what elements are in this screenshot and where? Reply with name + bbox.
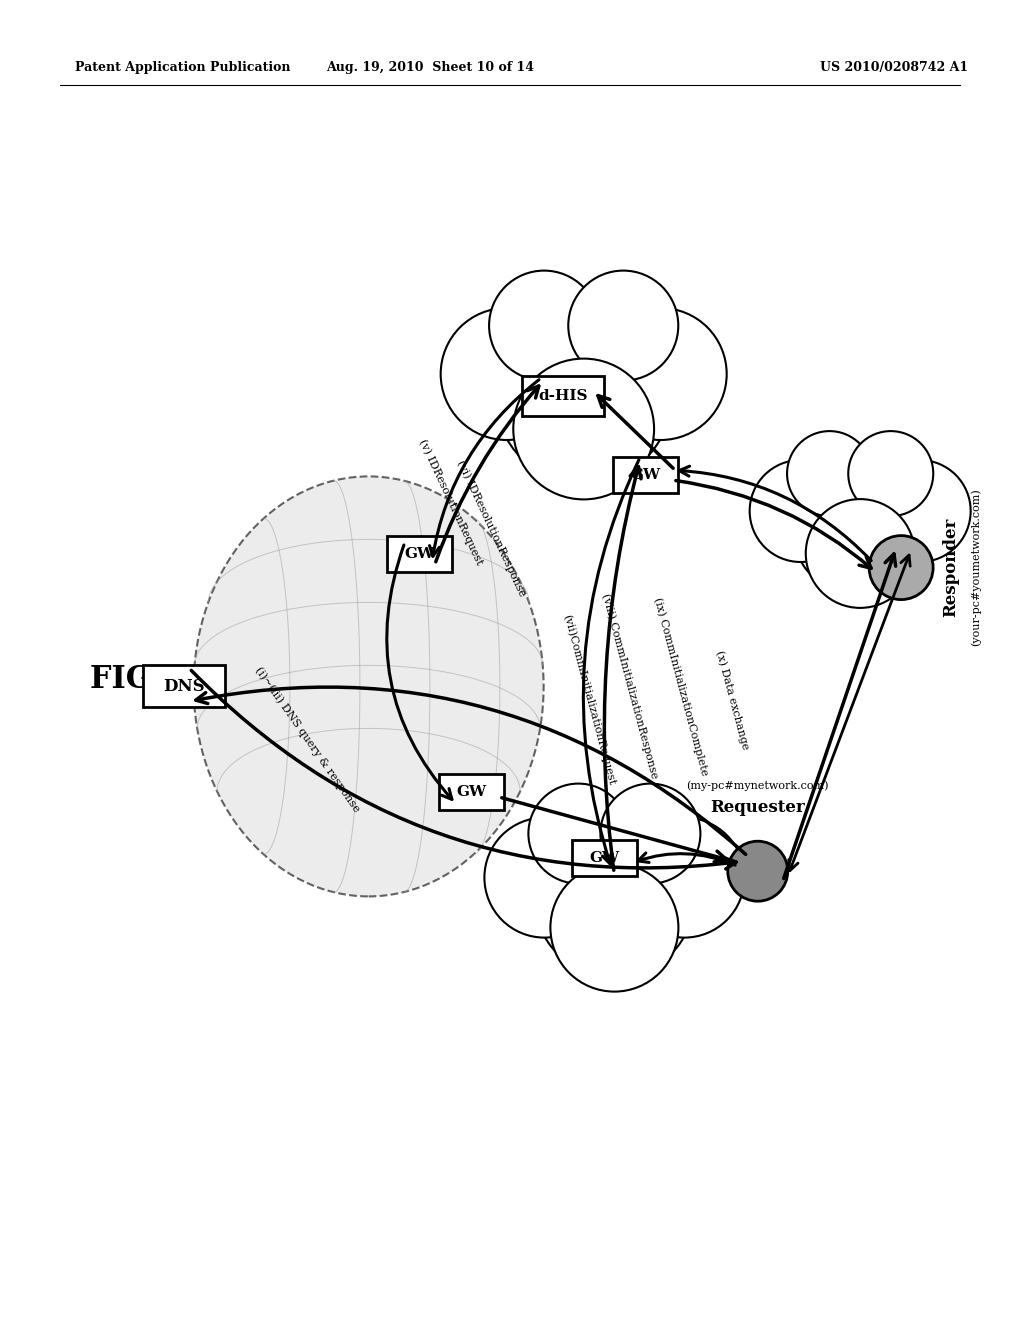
FancyBboxPatch shape: [571, 840, 637, 876]
Circle shape: [496, 308, 672, 484]
Text: GW: GW: [589, 851, 620, 865]
Text: (ix) CommInitializationComplete: (ix) CommInitializationComplete: [652, 597, 710, 776]
FancyArrowPatch shape: [788, 556, 910, 871]
Text: (i)~(iii) DNS query & response: (i)~(iii) DNS query & response: [253, 665, 361, 813]
Ellipse shape: [194, 477, 544, 896]
Circle shape: [806, 499, 914, 609]
FancyArrowPatch shape: [584, 459, 639, 865]
FancyArrowPatch shape: [436, 385, 539, 562]
FancyArrowPatch shape: [679, 466, 871, 561]
FancyBboxPatch shape: [612, 457, 678, 494]
Text: (your-pc#youmetwork.com): (your-pc#youmetwork.com): [971, 488, 981, 647]
Text: d-HIS: d-HIS: [539, 389, 588, 403]
Text: Aug. 19, 2010  Sheet 10 of 14: Aug. 19, 2010 Sheet 10 of 14: [326, 62, 534, 74]
Circle shape: [440, 308, 572, 440]
FancyArrowPatch shape: [638, 853, 735, 865]
Text: US 2010/0208742 A1: US 2010/0208742 A1: [820, 62, 968, 74]
Circle shape: [600, 784, 700, 883]
Text: DNS: DNS: [164, 678, 205, 694]
Circle shape: [528, 784, 629, 883]
FancyArrowPatch shape: [783, 554, 896, 879]
FancyArrowPatch shape: [191, 671, 736, 869]
FancyArrowPatch shape: [387, 545, 452, 800]
Circle shape: [750, 459, 852, 562]
Circle shape: [868, 459, 971, 562]
Text: FIG. 11: FIG. 11: [90, 664, 214, 696]
FancyArrowPatch shape: [676, 480, 871, 568]
FancyBboxPatch shape: [387, 536, 453, 573]
Circle shape: [489, 271, 599, 380]
Text: (my-pc#mynetwork.com): (my-pc#mynetwork.com): [686, 780, 829, 791]
FancyArrowPatch shape: [604, 467, 641, 870]
Text: (v) IDResolutionRequest: (v) IDResolutionRequest: [417, 437, 484, 566]
FancyArrowPatch shape: [429, 380, 539, 556]
FancyArrowPatch shape: [598, 396, 673, 469]
Circle shape: [513, 359, 654, 499]
Text: GW: GW: [404, 548, 435, 561]
Circle shape: [728, 841, 787, 902]
Text: GW: GW: [456, 785, 486, 799]
FancyBboxPatch shape: [143, 665, 225, 708]
Text: (viii) CommInitializationResponse: (viii) CommInitializationResponse: [600, 593, 659, 780]
FancyArrowPatch shape: [196, 688, 745, 854]
Text: Patent Application Publication: Patent Application Publication: [75, 62, 291, 74]
Circle shape: [551, 863, 678, 991]
Circle shape: [568, 271, 678, 380]
Text: (vii)CommInitializationRequest: (vii)CommInitializationRequest: [561, 614, 616, 785]
Text: (vi) IDResolutionResponse: (vi) IDResolutionResponse: [456, 458, 527, 598]
FancyBboxPatch shape: [438, 774, 504, 810]
Circle shape: [848, 432, 933, 516]
Circle shape: [625, 817, 744, 937]
Text: Responder: Responder: [943, 517, 959, 618]
Circle shape: [793, 459, 928, 597]
Text: Requester: Requester: [711, 799, 805, 816]
Text: GW: GW: [630, 469, 660, 482]
Circle shape: [595, 308, 727, 440]
FancyBboxPatch shape: [522, 376, 604, 416]
FancyArrowPatch shape: [502, 797, 726, 862]
Circle shape: [535, 817, 694, 978]
Text: (x) Data exchange: (x) Data exchange: [714, 649, 751, 750]
Circle shape: [484, 817, 604, 937]
Circle shape: [787, 432, 872, 516]
Circle shape: [869, 536, 933, 599]
